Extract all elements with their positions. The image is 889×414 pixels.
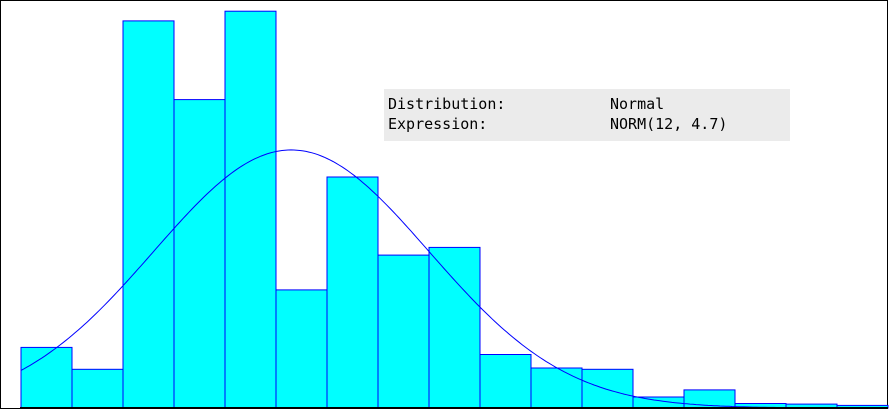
histogram-bar [71,368,124,409]
histogram-bar [224,10,277,409]
histogram-bar [275,289,328,409]
distribution-label: Distribution: [388,95,506,113]
fitted-normal-curve [20,149,888,409]
distribution-info-box: Distribution: Normal Expression: NORM(12… [384,89,790,141]
histogram-bar [479,354,532,409]
distribution-row: Distribution: Normal [388,94,664,114]
expression-value: NORM(12, 4.7) [610,115,728,133]
histogram-bar [326,176,379,409]
expression-row: Expression: NORM(12, 4.7) [388,114,727,134]
histogram-bar [20,346,73,409]
histogram-bar [530,367,583,409]
histogram-bar [428,246,481,409]
histogram-bar [173,99,226,409]
histogram-bar [377,254,430,409]
histogram-bar [581,368,634,409]
distribution-value: Normal [610,95,665,113]
bars-group [20,10,889,409]
expression-label: Expression: [388,115,488,133]
histogram-bar [122,20,175,409]
